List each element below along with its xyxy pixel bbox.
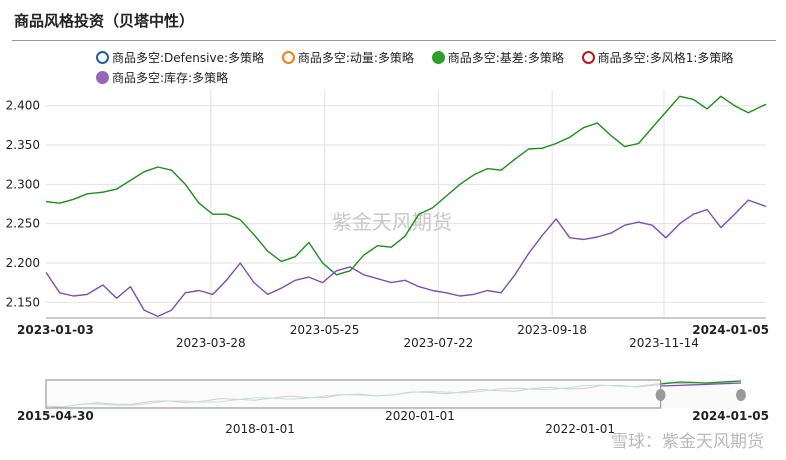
handle-icon xyxy=(736,389,741,401)
x-tick-label: 2023-07-22 xyxy=(403,336,473,350)
navigator-end-label: 2024-01-05 xyxy=(692,409,769,423)
navigator-tick-label: 2022-01-01 xyxy=(545,422,615,436)
series-line-0 xyxy=(45,95,767,276)
range-navigator: 2015-04-30 2024-01-05 2020-01-01 2018-01-01… xyxy=(17,379,769,436)
legend-item-momentum[interactable]: 商品多空:动量:多策略 xyxy=(281,47,414,67)
legend-item-inventory[interactable]: 商品多空:库存:多策略 xyxy=(96,67,228,87)
x-tick-label: 2023-11-14 xyxy=(629,336,699,350)
x-tick-label: 2023-09-18 xyxy=(517,323,587,337)
navigator-right-handle[interactable] xyxy=(736,389,746,401)
handle-icon xyxy=(655,389,661,401)
navigator-left-handle[interactable] xyxy=(655,389,666,401)
handle-icon xyxy=(741,389,746,401)
legend-label: 商品多空:库存:多策略 xyxy=(112,70,229,85)
legend-marker-icon xyxy=(96,50,109,64)
navigator-tick-label: 2018-01-01 xyxy=(225,422,295,436)
y-tick-label: 2.400 xyxy=(6,99,40,113)
x-tick-label: 2023-05-25 xyxy=(290,323,360,337)
x-tick-label: 2023-03-28 xyxy=(176,336,246,350)
y-tick-label: 2.250 xyxy=(6,217,40,231)
navigator-mask xyxy=(45,379,662,409)
series-line-1 xyxy=(45,199,767,318)
title-divider xyxy=(12,40,776,41)
navigator-selected-series xyxy=(660,382,742,387)
navigator-selected-series xyxy=(660,380,742,385)
y-tick-label: 2.200 xyxy=(6,256,40,270)
legend-label: 商品多空:多风格1:多策略 xyxy=(597,50,734,65)
legend-item-basis[interactable]: 商品多空:基差:多策略 xyxy=(431,47,564,67)
chart-watermark: 紫金天风期货 xyxy=(332,210,452,234)
footer-watermark: 雪球：紫金天风期货 xyxy=(611,432,764,452)
navigator-tick-label: 2020-01-01 xyxy=(385,409,455,423)
x-start-label: 2023-01-03 xyxy=(17,323,94,337)
legend-item-multistyle[interactable]: 商品多空:多风格1:多策略 xyxy=(581,47,734,67)
legend-label: 商品多空:Defensive:多策略 xyxy=(112,50,264,65)
legend-label: 商品多空:动量:多策略 xyxy=(297,50,414,65)
x-axis: 2023-05-25 2023-09-18 2023-03-28 2023-07-22… xyxy=(17,323,769,350)
navigator-start-label: 2015-04-30 xyxy=(17,409,94,423)
legend-label: 商品多空:基差:多策略 xyxy=(447,50,564,65)
x-end-label: 2024-01-05 xyxy=(692,323,769,337)
legend-item-defensive[interactable]: 商品多空:Defensive:多策略 xyxy=(96,47,264,67)
y-tick-label: 2.300 xyxy=(6,177,40,191)
chart-series xyxy=(45,95,767,318)
legend-marker-icon xyxy=(96,70,109,84)
chart-grid xyxy=(46,90,766,319)
legend-marker-icon xyxy=(281,50,295,64)
y-tick-label: 2.350 xyxy=(6,138,40,152)
chart-legend: 商品多空:Defensive:多策略 商品多空:动量:多策略 商品多空:基差:多… xyxy=(96,47,756,87)
navigator-background xyxy=(46,380,741,408)
page-title: 商品风格投资（贝塔中性） xyxy=(14,12,195,30)
legend-marker-icon xyxy=(431,50,445,64)
handle-icon xyxy=(660,389,666,401)
y-axis: 2.150 2.200 2.250 2.300 2.350 2.400 xyxy=(6,99,40,310)
legend-marker-icon xyxy=(581,50,595,64)
navigator-series xyxy=(45,380,742,410)
y-tick-label: 2.150 xyxy=(6,295,40,309)
